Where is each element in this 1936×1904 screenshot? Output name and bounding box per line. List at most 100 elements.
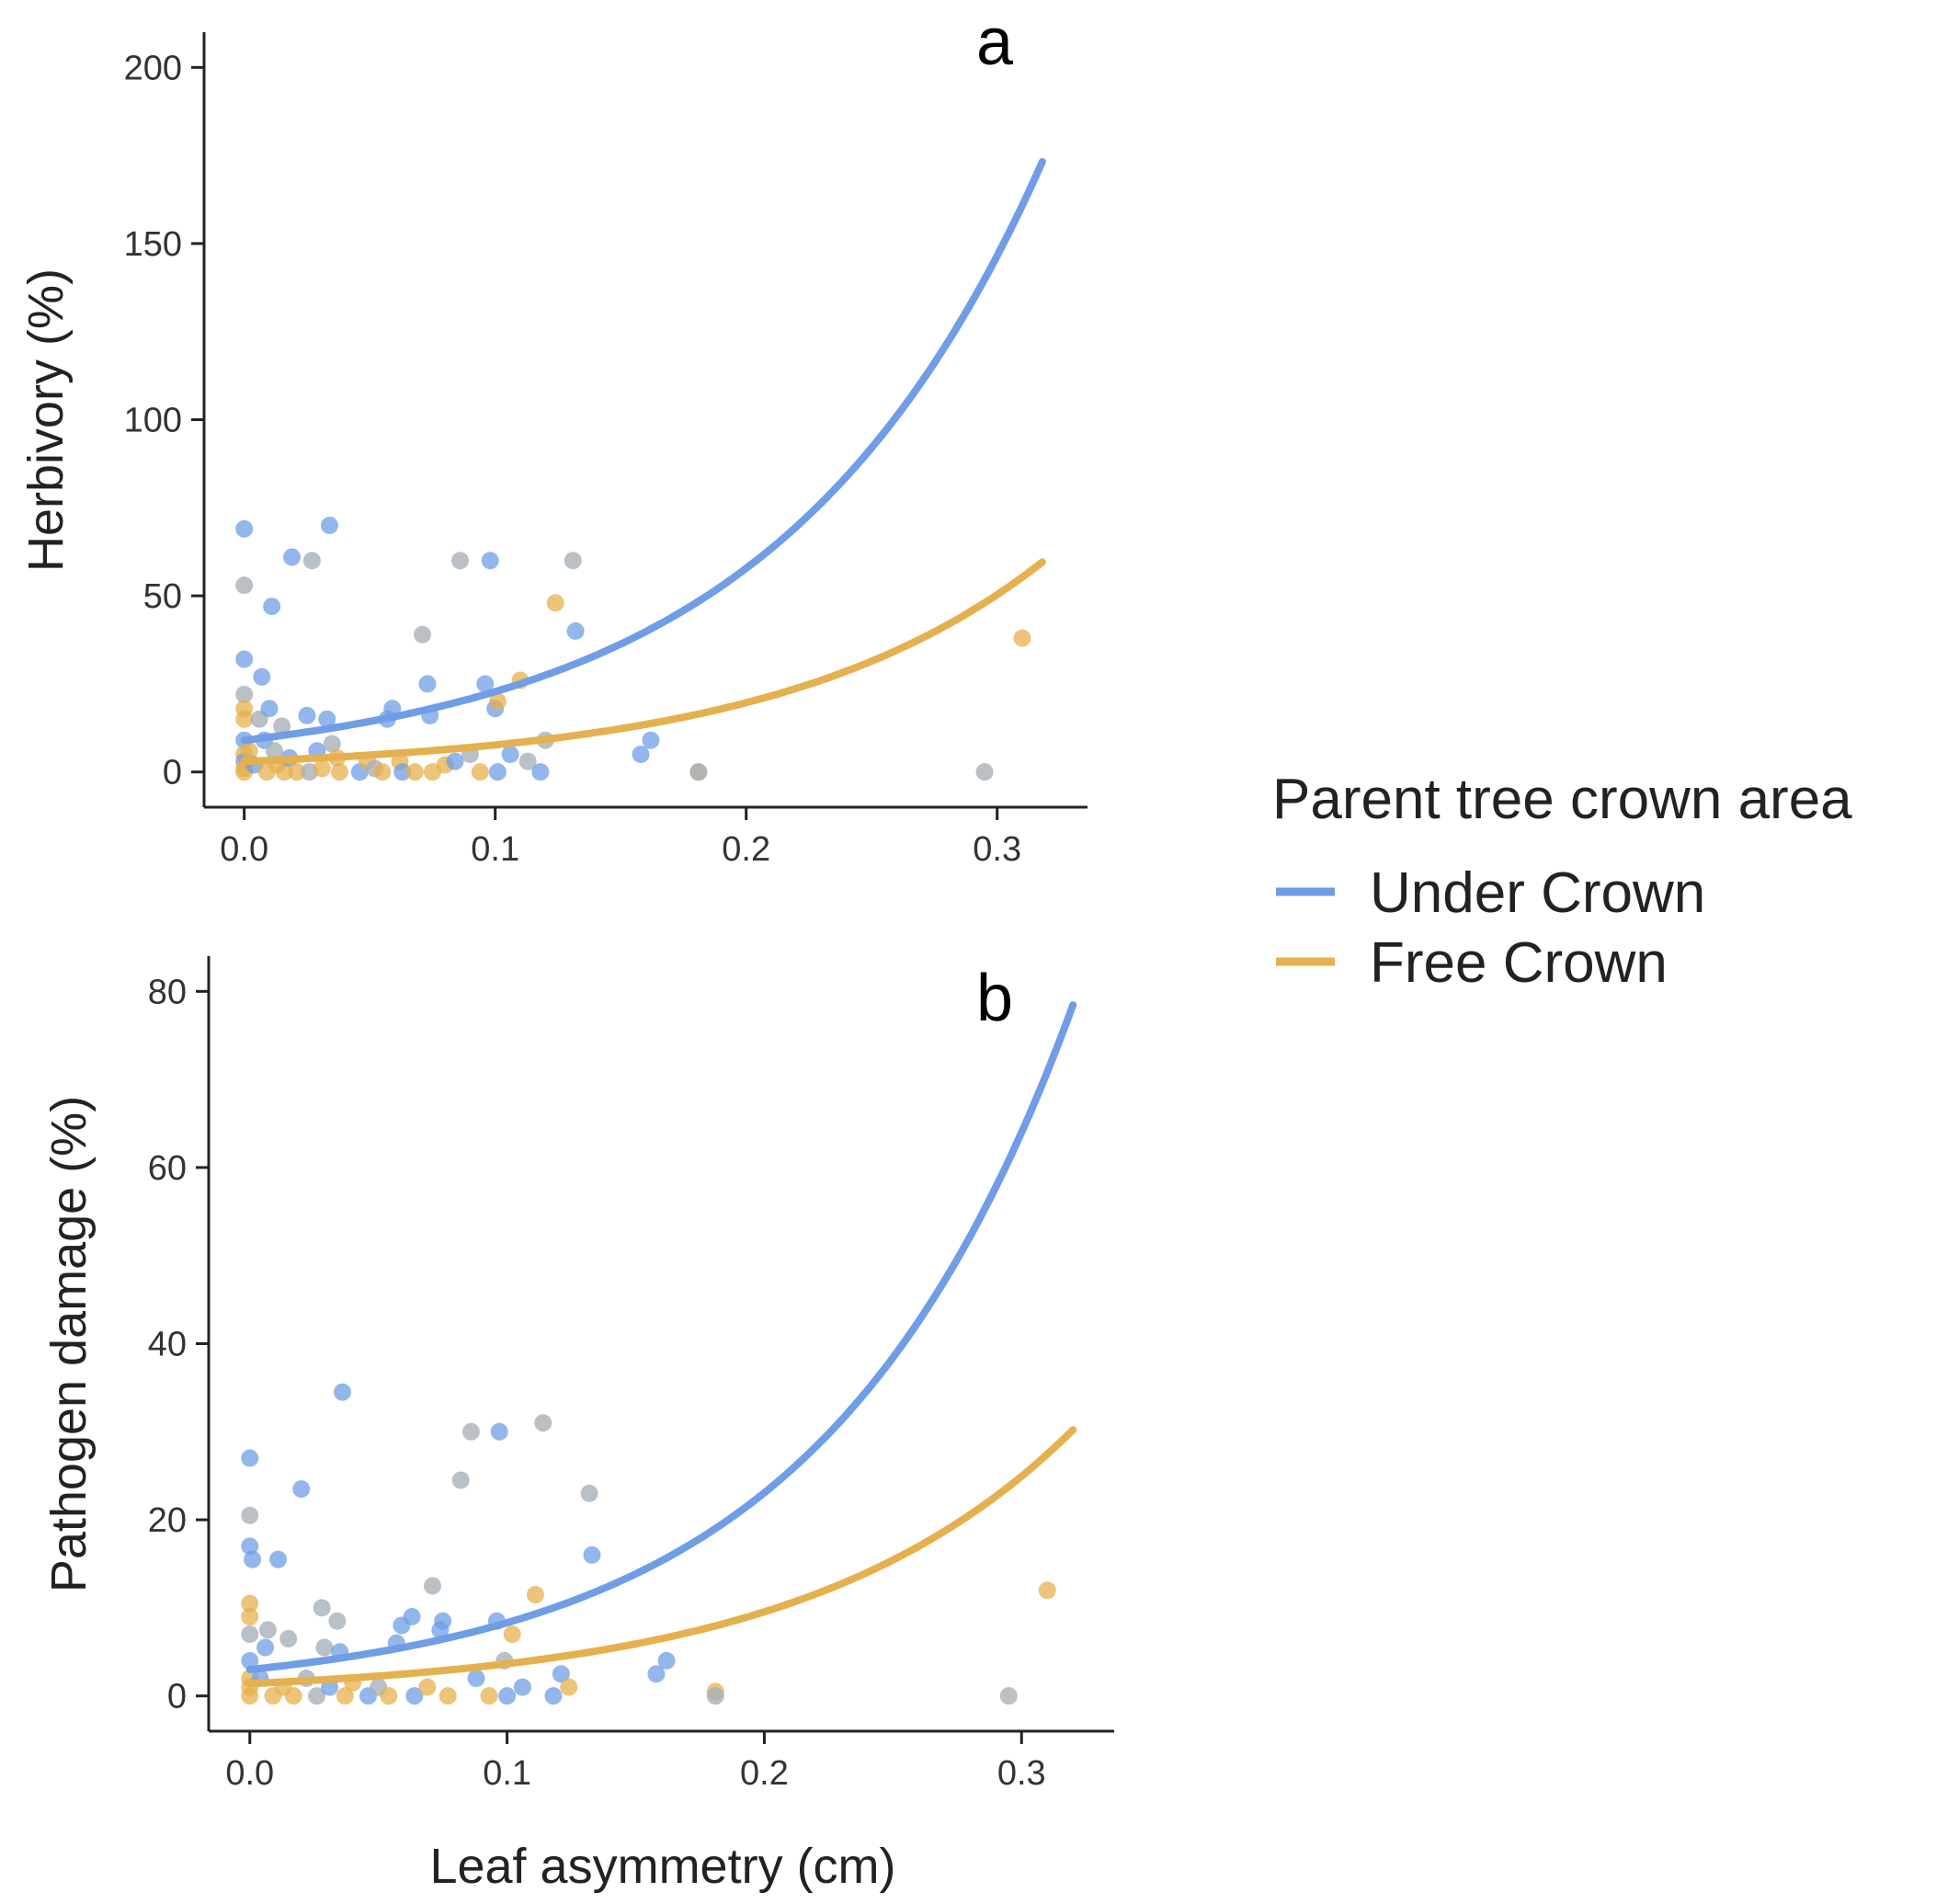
panel-b-x-ticks: 0.0 0.1 0.2 0.3: [225, 1731, 1046, 1793]
panel-a-point-under: [263, 598, 281, 616]
panel-b-point-mixed: [451, 1471, 470, 1489]
panel-a-x-tick-label: 0.1: [471, 830, 519, 869]
panel-a-point-under: [531, 763, 550, 781]
panel-b-point-free: [480, 1687, 498, 1705]
panel-b-y-ticks: 0 20 40 60 80: [148, 973, 209, 1716]
panel-b-point-mixed: [313, 1599, 331, 1617]
panel-a-curve-under-crown: [240, 157, 1046, 745]
panel-a-point-free: [240, 742, 258, 760]
panel-b-point-free: [526, 1586, 544, 1604]
panel-a-point-mixed: [323, 735, 341, 753]
panel-b-point-free: [241, 1687, 259, 1705]
panel-a-point-mixed: [414, 625, 432, 644]
panel-b-y-tick-label: 60: [148, 1149, 187, 1188]
panel-b-x-tick-label: 0.0: [225, 1754, 274, 1793]
panel-b-y-tick-label: 40: [148, 1326, 187, 1364]
panel-a-point-under: [393, 763, 412, 781]
panel-b-point-under: [256, 1638, 275, 1657]
panel-b-y-tick-label: 0: [167, 1678, 187, 1716]
panel-a-y-tick-label: 200: [124, 49, 182, 87]
panel-b-point-under: [434, 1612, 452, 1630]
panel-a-point-under: [501, 746, 519, 764]
panel-b-point-mixed: [241, 1506, 259, 1524]
panel-a-x-tick-label: 0.3: [973, 830, 1021, 869]
panel-b-point-under: [467, 1670, 485, 1688]
panel-b-point-under: [552, 1665, 570, 1683]
panel-a-y-tick-label: 150: [124, 225, 182, 264]
panel-b-point-under: [292, 1480, 311, 1499]
panel-a-point-mixed: [975, 763, 994, 781]
panel-b-point-mixed: [534, 1414, 552, 1432]
panel-a-point-mixed: [273, 717, 291, 735]
panel-b-point-under: [241, 1537, 259, 1556]
panel-b-point-free: [503, 1625, 521, 1644]
panel-b-point-under: [647, 1665, 666, 1683]
panel-a-y-tick-label: 0: [163, 754, 182, 792]
panel-b-point-under: [490, 1422, 508, 1441]
panel-a-point-under: [260, 700, 279, 718]
panel-a-point-under: [446, 752, 464, 770]
panel-a-point-free: [313, 759, 331, 778]
panel-a-y-tick-label: 50: [143, 577, 182, 616]
panel-b-y-axis-title: Pathogen damage (%): [41, 1096, 97, 1592]
panel-a-point-under: [642, 731, 660, 749]
panel-b-point-free: [336, 1687, 354, 1705]
panel-a-point-mixed: [518, 752, 537, 770]
panel-a-x-tick-label: 0.2: [722, 830, 770, 869]
panel-b-point-free: [438, 1687, 457, 1705]
panel-a-point-under: [298, 706, 316, 724]
panel-a-point-mixed: [450, 552, 469, 570]
panel-b-point-free: [284, 1687, 302, 1705]
panel-a-point-under: [283, 548, 302, 566]
panel-a-point-free: [275, 763, 293, 781]
panel-b-curves: [245, 1001, 1077, 1688]
panel-b-y-tick-label: 20: [148, 1501, 187, 1540]
panel-b-point-under: [334, 1383, 352, 1401]
panel-a-point-mixed: [564, 552, 582, 570]
panel-a-x-ticks: 0.0 0.1 0.2 0.3: [220, 807, 1021, 869]
panel-b-point-under: [583, 1545, 601, 1564]
panel-a-point-mixed: [265, 742, 283, 760]
legend-label-free-crown: Free Crown: [1370, 931, 1668, 995]
panel-b-point-under: [241, 1449, 259, 1467]
panel-a-point-free: [373, 763, 392, 781]
panel-a-point-under: [418, 675, 437, 693]
panel-b-y-tick-label: 80: [148, 973, 187, 1011]
panel-b-curve-free-crown: [245, 1426, 1077, 1688]
panel-b-point-mixed: [423, 1577, 441, 1595]
panel-a-point-under: [476, 675, 495, 693]
panel-a-point-mixed: [302, 552, 321, 570]
panel-a-point-free: [546, 594, 564, 612]
panel-b-point-free: [560, 1678, 578, 1696]
panel-b-point-mixed: [461, 1422, 480, 1441]
panel-a-point-free: [488, 692, 507, 711]
panel-a-curves: [240, 157, 1046, 766]
panel-b-point-under: [498, 1687, 517, 1705]
panel-a-point-under: [632, 746, 650, 764]
panel-b-point-mixed: [315, 1638, 334, 1657]
panel-b-point-mixed: [258, 1621, 277, 1639]
panel-b-point-under: [513, 1678, 531, 1696]
panel-b-point-mixed: [241, 1625, 259, 1644]
panel-a-point-mixed: [689, 763, 708, 781]
panel-a-y-axis-title: Herbivory (%): [18, 268, 74, 572]
panel-a-curve-free-crown: [240, 558, 1046, 766]
panel-b-x-tick-label: 0.3: [997, 1754, 1046, 1793]
panel-b-point-under: [241, 1651, 259, 1670]
panel-a-point-under: [488, 763, 507, 781]
panel-b-point-mixed: [279, 1629, 298, 1647]
panel-b-point-mixed: [706, 1687, 724, 1705]
panel-b-point-under: [657, 1651, 676, 1670]
panel-a-point-free: [471, 763, 489, 781]
panel-b-point-free: [1038, 1581, 1056, 1600]
panel-a-x-tick-label: 0.0: [220, 830, 268, 869]
panel-b-x-tick-label: 0.2: [740, 1754, 789, 1793]
panel-b-point-mixed: [328, 1612, 347, 1630]
panel-a-point-under: [321, 516, 339, 534]
legend-label-under-crown: Under Crown: [1370, 861, 1705, 925]
panel-b-point-free: [418, 1678, 437, 1696]
panel-b-point-mixed: [999, 1687, 1018, 1705]
panel-a-point-free: [405, 763, 424, 781]
